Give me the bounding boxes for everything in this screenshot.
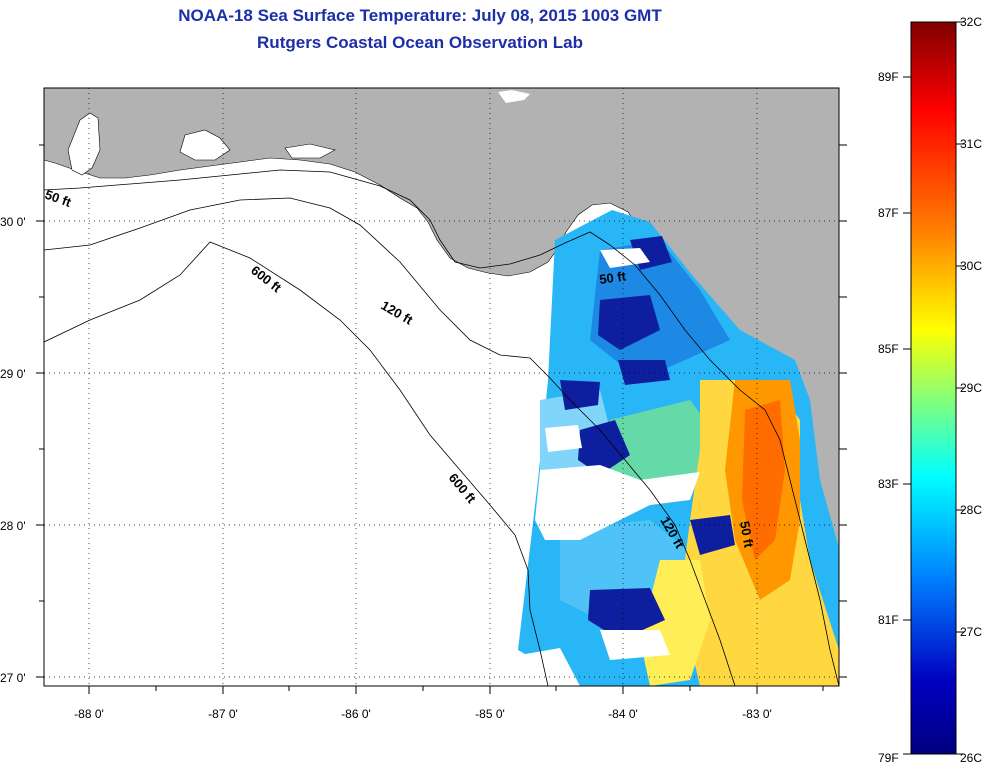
- fahrenheit-label: 89F: [878, 70, 899, 84]
- colorbar: [910, 21, 957, 755]
- lon-label: -85 0': [475, 707, 505, 721]
- lat-label: 30 0': [0, 215, 26, 229]
- lon-label: -83 0': [742, 707, 772, 721]
- celsius-label: 26C: [960, 751, 982, 765]
- lon-label: -84 0': [608, 707, 638, 721]
- contour-600ft: [44, 241, 549, 686]
- contour-50ft: [44, 169, 839, 686]
- contour-label: 50 ft: [737, 520, 757, 550]
- island: [67, 112, 101, 176]
- lon-label: -88 0': [74, 707, 104, 721]
- ticks: [36, 144, 847, 694]
- fahrenheit-label: 83F: [878, 477, 899, 491]
- fahrenheit-label: 81F: [878, 613, 899, 627]
- celsius-label: 27C: [960, 625, 982, 639]
- celsius-label: 30C: [960, 259, 982, 273]
- map-title: NOAA-18 Sea Surface Temperature: July 08…: [178, 6, 662, 25]
- sst-swath: [518, 210, 839, 686]
- map-subtitle: Rutgers Coastal Ocean Observation Lab: [257, 33, 583, 52]
- fahrenheit-label: 87F: [878, 206, 899, 220]
- lat-label: 29 0': [0, 367, 26, 381]
- colorbar-ticks: [903, 21, 964, 755]
- celsius-label: 28C: [960, 503, 982, 517]
- lat-label: 28 0': [0, 519, 26, 533]
- lon-label: -87 0': [208, 707, 238, 721]
- lat-label: 27 0': [0, 671, 26, 685]
- lon-label: -86 0': [341, 707, 371, 721]
- island: [284, 143, 336, 159]
- fahrenheit-label: 85F: [878, 342, 899, 356]
- contour-label: 50 ft: [598, 268, 627, 287]
- celsius-label: 31C: [960, 137, 982, 151]
- map-frame: [43, 87, 840, 687]
- celsius-label: 29C: [960, 381, 982, 395]
- celsius-label: 32C: [960, 15, 982, 29]
- island: [179, 129, 231, 161]
- fahrenheit-label: 79F: [878, 751, 899, 765]
- lake: [498, 90, 530, 103]
